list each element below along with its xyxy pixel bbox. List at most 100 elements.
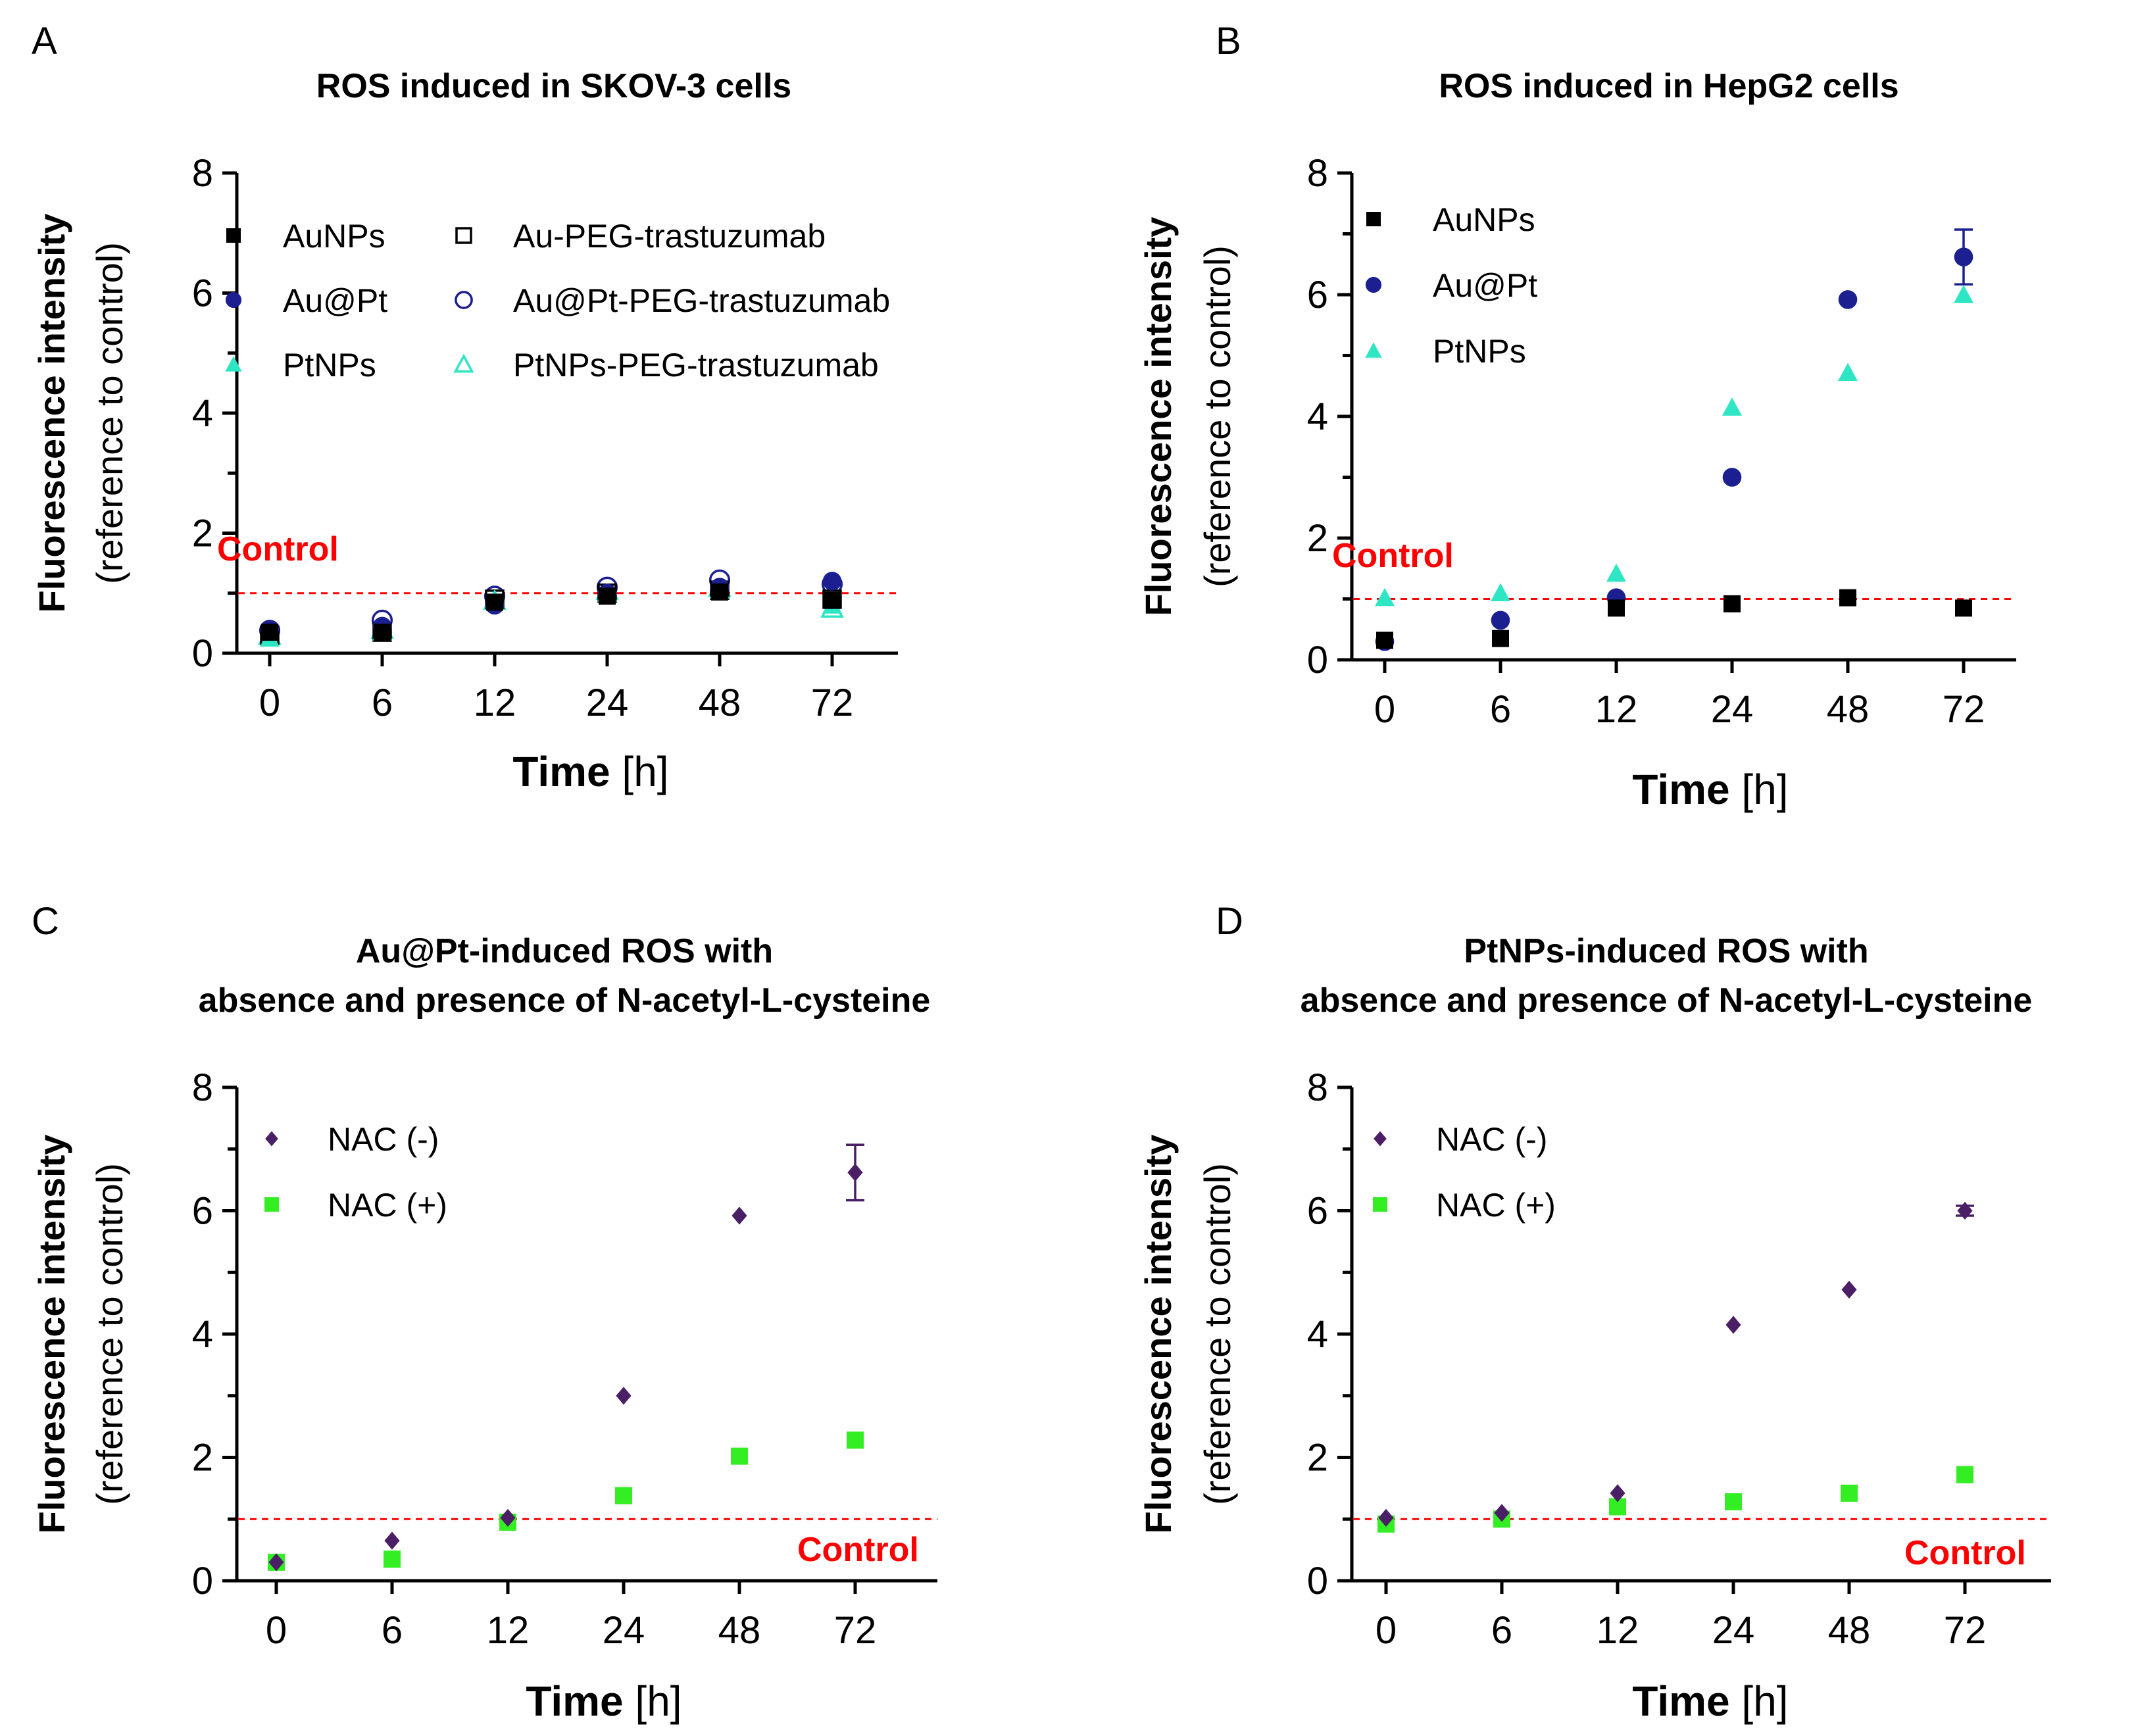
x-tick-label: 12 — [487, 1609, 530, 1652]
x-axis-label-bold: Time — [526, 1677, 623, 1725]
chart-title: ROS induced in HepG2 cells — [1439, 67, 1898, 105]
legend-label: NAC (+) — [328, 1187, 447, 1224]
data-point — [824, 591, 841, 609]
legend-marker — [1365, 276, 1382, 293]
x-axis-label: Time [h] — [512, 748, 668, 795]
y-axis-label-main: Fluorescence intensity — [1137, 217, 1179, 616]
legend-marker — [1366, 212, 1381, 226]
data-point — [1725, 1493, 1742, 1510]
x-axis-label-unit: [h] — [624, 1677, 682, 1725]
data-point — [1841, 1484, 1858, 1502]
legend-marker — [1374, 1131, 1387, 1147]
x-tick-label: 12 — [1597, 1609, 1639, 1652]
x-axis-label: Time [h] — [1632, 766, 1788, 813]
y-tick-label: 2 — [1307, 1437, 1328, 1479]
y-tick-label: 4 — [1307, 1313, 1328, 1356]
y-axis-label-main: Fluorescence intensity — [31, 214, 72, 613]
y-tick-label: 0 — [192, 632, 213, 675]
x-tick-label: 48 — [1828, 1609, 1871, 1652]
chart-title: absence and presence of N-acetyl-L-cyste… — [199, 981, 931, 1020]
legend-marker — [455, 227, 472, 244]
data-point — [1610, 1484, 1625, 1502]
panel-d: D PtNPs-induced ROS with absence and prese… — [1137, 900, 2051, 1725]
data-point — [1839, 589, 1856, 607]
chart-title: ROS induced in SKOV-3 cells — [316, 67, 791, 105]
x-tick-label: 6 — [1491, 1609, 1512, 1652]
x-axis-label-bold: Time — [1632, 766, 1729, 813]
data-point — [1606, 563, 1626, 582]
legend-marker — [453, 353, 474, 373]
y-tick-label: 2 — [192, 512, 213, 555]
y-axis-label-sub: (reference to control) — [89, 242, 130, 584]
legend-label: Au@Pt — [283, 282, 387, 319]
y-tick-label: 8 — [1307, 152, 1328, 195]
data-point — [1725, 1316, 1741, 1334]
y-tick-label: 0 — [1307, 639, 1328, 682]
legend-label: Au@Pt — [1433, 267, 1537, 304]
x-tick-label: 12 — [474, 682, 516, 724]
x-tick-label: 0 — [1376, 1609, 1397, 1652]
control-label: Control — [1332, 537, 1454, 575]
data-point — [616, 1387, 632, 1405]
data-point — [1838, 290, 1858, 309]
data-point — [1494, 1504, 1510, 1522]
y-tick-label: 4 — [1307, 395, 1328, 438]
data-point — [1955, 599, 1972, 617]
y-tick-label: 4 — [192, 392, 213, 435]
data-point — [486, 593, 503, 611]
legend-marker — [265, 1131, 278, 1147]
chart-title: PtNPs-induced ROS with — [1464, 932, 1868, 970]
legend-label: Au@Pt-PEG-trastuzumab — [513, 282, 890, 319]
legend-label: NAC (+) — [1436, 1187, 1556, 1224]
x-axis-label: Time [h] — [526, 1677, 682, 1725]
data-point — [1841, 1280, 1857, 1299]
x-axis-label-bold: Time — [1632, 1677, 1729, 1725]
data-point — [731, 1447, 748, 1465]
x-tick-label: 48 — [1827, 688, 1870, 731]
data-point — [384, 1550, 401, 1568]
data-point — [1957, 1201, 1973, 1220]
y-tick-label: 8 — [1307, 1066, 1328, 1109]
x-axis-label-unit: [h] — [1730, 1677, 1789, 1725]
x-tick-label: 6 — [372, 682, 393, 724]
y-tick-label: 0 — [1307, 1560, 1328, 1602]
x-tick-label: 12 — [1595, 688, 1638, 731]
y-axis-label-sub: (reference to control) — [1197, 245, 1238, 587]
data-point — [261, 624, 278, 641]
x-tick-label: 24 — [586, 682, 629, 724]
y-tick-label: 6 — [1307, 274, 1328, 316]
data-point — [847, 1163, 863, 1182]
x-tick-label: 72 — [1943, 688, 1985, 731]
y-axis-label-sub: (reference to control) — [1197, 1163, 1238, 1505]
y-axis-label-main: Fluorescence intensity — [31, 1135, 72, 1534]
data-point — [847, 1431, 864, 1449]
y-tick-label: 2 — [192, 1437, 213, 1479]
legend-label: NAC (-) — [328, 1121, 439, 1158]
y-tick-label: 8 — [192, 1066, 213, 1109]
x-axis-label: Time [h] — [1632, 1677, 1788, 1725]
panel-letter: D — [1216, 900, 1243, 943]
x-tick-label: 72 — [811, 682, 854, 724]
y-tick-label: 8 — [192, 152, 213, 195]
legend-marker — [226, 228, 241, 243]
data-point — [1954, 247, 1973, 266]
x-tick-label: 24 — [603, 1609, 645, 1652]
data-point — [599, 587, 616, 605]
panel-letter: C — [32, 900, 59, 943]
y-tick-label: 4 — [192, 1313, 213, 1356]
legend-label: Au-PEG-trastuzumab — [513, 218, 826, 255]
legend-label: PtNPs — [1433, 333, 1526, 370]
data-point — [1491, 610, 1510, 630]
data-point — [1723, 595, 1741, 612]
y-axis-label-main: Fluorescence intensity — [1137, 1135, 1179, 1534]
control-label: Control — [1904, 1534, 2026, 1572]
x-tick-label: 6 — [382, 1609, 403, 1652]
x-tick-label: 72 — [834, 1609, 877, 1652]
legend-label: PtNPs — [283, 347, 376, 384]
data-point — [1722, 468, 1742, 487]
panel-c: C Au@Pt-induced ROS with absence and prese… — [31, 900, 937, 1725]
x-tick-label: 24 — [1712, 1609, 1755, 1652]
chart-title: absence and presence of N-acetyl-L-cyste… — [1301, 981, 2033, 1020]
y-tick-label: 6 — [192, 1190, 213, 1233]
